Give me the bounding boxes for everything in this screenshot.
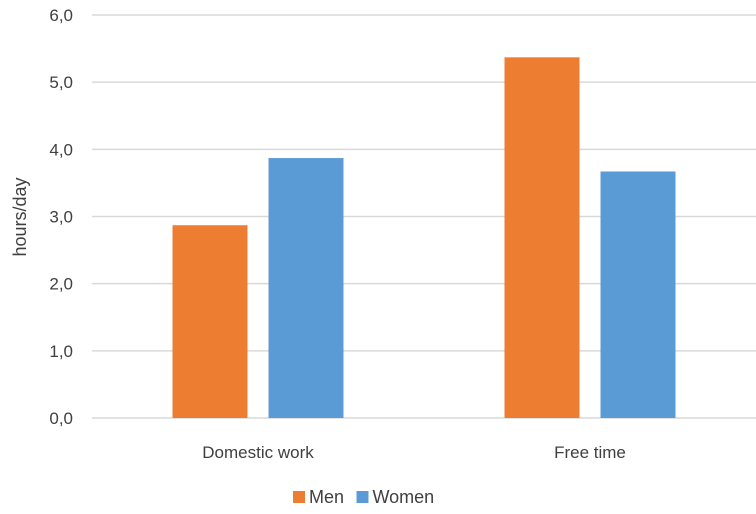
legend-label: Women: [373, 487, 435, 507]
x-axis-tick-labels: Domestic work Free time: [202, 443, 626, 462]
y-tick-label: 0,0: [49, 409, 73, 428]
bar: [172, 225, 248, 418]
bars: [172, 57, 676, 418]
y-axis-label: hours/day: [10, 177, 30, 256]
bar: [268, 158, 344, 418]
y-tick-label: 2,0: [49, 275, 73, 294]
x-tick-label: Free time: [554, 443, 626, 462]
legend-label: Men: [309, 487, 344, 507]
y-tick-label: 3,0: [49, 208, 73, 227]
bar: [600, 171, 676, 418]
legend-swatch: [356, 491, 369, 503]
y-axis-tick-labels: 0,0 1,0 2,0 3,0 4,0 5,0 6,0: [49, 6, 73, 428]
y-tick-label: 4,0: [49, 140, 73, 159]
legend-swatch: [293, 491, 305, 503]
y-tick-label: 1,0: [49, 342, 73, 361]
y-tick-label: 6,0: [49, 6, 73, 25]
x-tick-label: Domestic work: [202, 443, 314, 462]
y-tick-label: 5,0: [49, 73, 73, 92]
bar: [504, 57, 580, 418]
legend: Men Women: [293, 487, 434, 507]
